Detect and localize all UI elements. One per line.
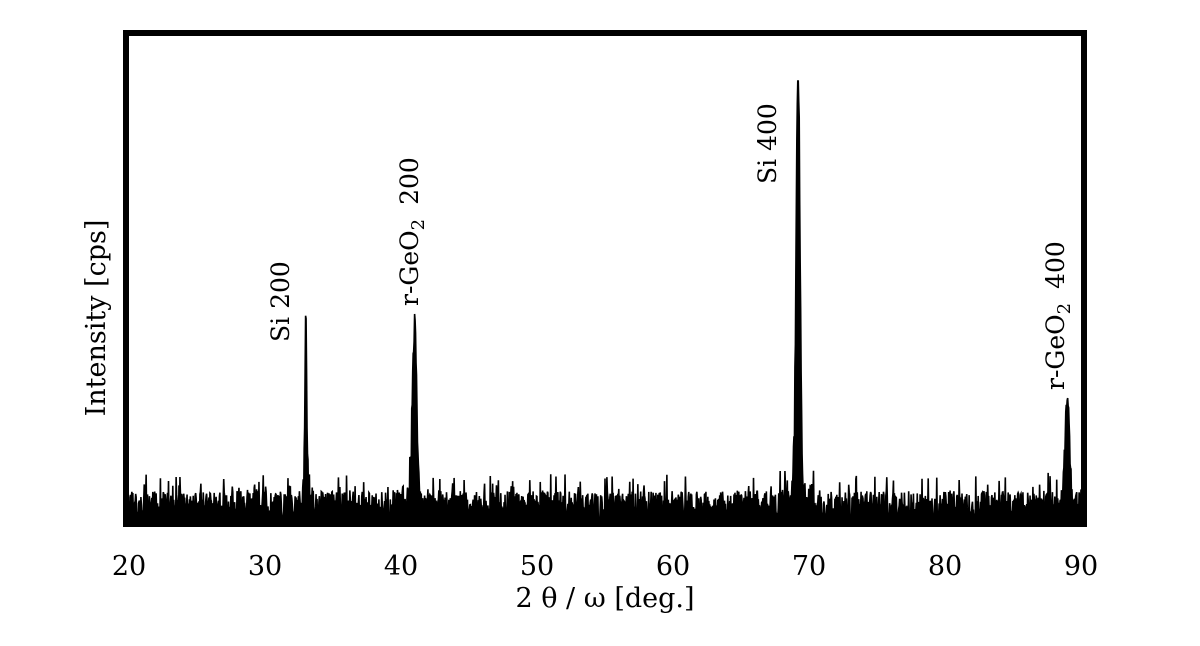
x-tick-label: 30 — [248, 551, 282, 582]
x-axis-title: 2 θ / ω [deg.] — [515, 583, 694, 614]
x-tick-label: 40 — [384, 551, 418, 582]
x-tick-label: 50 — [520, 551, 554, 582]
x-tick-label: 70 — [792, 551, 826, 582]
peak-label-si400: Si 400 — [753, 103, 782, 184]
x-tick-label: 90 — [1064, 551, 1098, 582]
x-tick-label: 60 — [656, 551, 690, 582]
x-tick-label: 80 — [928, 551, 962, 582]
peak-label-rgeo2-400: r-GeO2400 — [1041, 241, 1075, 390]
x-tick-label: 20 — [112, 551, 146, 582]
plot-frame — [123, 30, 1087, 527]
y-axis-title: Intensity [cps] — [81, 220, 112, 417]
spectrum-line — [128, 80, 1082, 523]
spectrum-trace-group — [128, 80, 1082, 523]
peak-label-si200: Si 200 — [266, 261, 295, 342]
x-tick-labels: 20 30 40 50 60 70 80 90 — [112, 551, 1098, 582]
peak-label-rgeo2-200: r-GeO2200 — [395, 157, 429, 306]
